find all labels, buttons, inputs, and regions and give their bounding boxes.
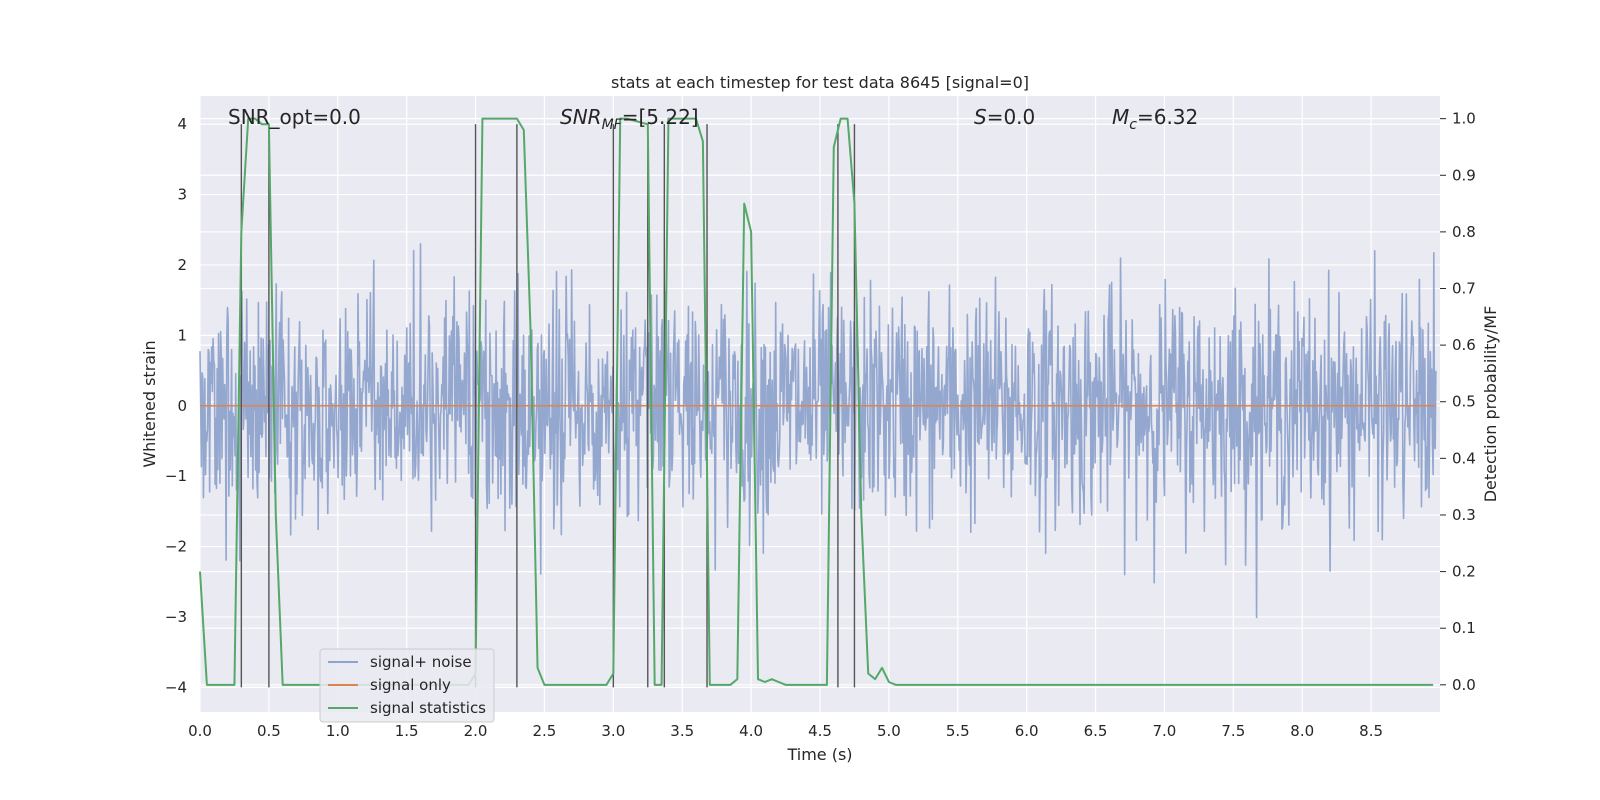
- y-tick-label: 1: [177, 326, 187, 344]
- mc-value: =6.32: [1137, 105, 1198, 129]
- mc-annotation: Mc=6.32: [1112, 105, 1198, 133]
- x-tick-label: 1.0: [326, 722, 350, 740]
- y2-tick-label: 0.6: [1452, 336, 1476, 354]
- y2-tick-label: 0.7: [1452, 280, 1476, 298]
- x-tick-label: 3.5: [670, 722, 694, 740]
- x-tick-label: 5.0: [877, 722, 901, 740]
- signal-statistics-series: [199, 117, 1434, 686]
- x-tick-label: 6.0: [1015, 722, 1039, 740]
- snr-mf-symbol: SNR: [560, 105, 602, 129]
- signal-statistics-line: [199, 117, 1434, 686]
- y-tick-label: 0: [177, 397, 187, 415]
- x-axis-ticks: 0.0 0.5 1.0 1.5 2.0 2.5 3.0 3.5 4.0 4.5 5.0 5.5 6.0 6…: [188, 722, 1383, 740]
- y2-tick-label: 0.5: [1452, 393, 1476, 411]
- s-symbol: S: [974, 105, 987, 129]
- mc-subscript: c: [1129, 117, 1137, 133]
- y-axis-ticks: 4 3 2 1 0 −1 −2 −3 −4: [165, 115, 187, 696]
- y2-tick-label: 0.1: [1452, 619, 1476, 637]
- legend-label-signal-noise: signal+ noise: [370, 653, 472, 671]
- x-tick-label: 5.5: [946, 722, 970, 740]
- y2-tick-label: 0.4: [1452, 449, 1476, 467]
- signal-noise-line: [199, 243, 1437, 619]
- x-tick-label: 2.0: [464, 722, 488, 740]
- y-axis-label: Whitened strain: [140, 340, 159, 467]
- x-tick-label: 4.5: [808, 722, 832, 740]
- y2-tick-label: 0.8: [1452, 223, 1476, 241]
- y-tick-label: 4: [177, 115, 187, 133]
- signal-noise-series: [199, 243, 1437, 619]
- legend-box: [319, 648, 495, 723]
- y2-axis-label: Detection probability/MF: [1481, 306, 1500, 503]
- x-axis-label: Time (s): [786, 745, 852, 764]
- x-tick-label: 1.5: [395, 722, 419, 740]
- snr-opt-annotation: SNR_opt=0.0: [228, 105, 361, 129]
- s-annotation: S=0.0: [974, 105, 1035, 129]
- legend: signal+ noise signal only signal statist…: [319, 648, 495, 723]
- chart-title: stats at each timestep for test data 864…: [611, 73, 1029, 92]
- y-tick-label: −1: [165, 467, 187, 485]
- y-tick-label: 3: [177, 186, 187, 204]
- y2-axis-ticks: 1.0 0.9 0.8 0.7 0.6 0.5 0.4 0.3 0.2 0.1 0.0: [1440, 110, 1476, 694]
- x-tick-label: 4.0: [739, 722, 763, 740]
- x-tick-label: 2.5: [533, 722, 557, 740]
- x-tick-label: 0.0: [188, 722, 212, 740]
- y2-tick-label: 0.3: [1452, 506, 1476, 524]
- y-tick-label: −2: [165, 538, 187, 556]
- x-tick-label: 7.0: [1153, 722, 1177, 740]
- snr-mf-subscript: MF: [602, 117, 623, 133]
- y2-tick-label: 1.0: [1452, 110, 1476, 128]
- snr-mf-value: =[5.22]: [622, 105, 699, 129]
- y-tick-label: −4: [165, 678, 187, 696]
- y2-tick-label: 0.9: [1452, 166, 1476, 184]
- y2-tick-label: 0.0: [1452, 676, 1476, 694]
- snr-mf-annotation: SNRMF=[5.22]: [560, 105, 699, 133]
- mc-symbol: M: [1112, 105, 1129, 129]
- legend-label-signal-statistics: signal statistics: [370, 699, 486, 717]
- x-tick-label: 3.0: [601, 722, 625, 740]
- x-tick-label: 6.5: [1084, 722, 1108, 740]
- legend-label-signal-only: signal only: [370, 676, 451, 694]
- y-tick-label: −3: [165, 608, 187, 626]
- y2-tick-label: 0.2: [1452, 563, 1476, 581]
- x-tick-label: 0.5: [257, 722, 281, 740]
- x-tick-label: 8.5: [1359, 722, 1383, 740]
- y-tick-label: 2: [177, 256, 187, 274]
- s-value: =0.0: [987, 105, 1036, 129]
- x-tick-label: 8.0: [1290, 722, 1314, 740]
- x-tick-label: 7.5: [1221, 722, 1245, 740]
